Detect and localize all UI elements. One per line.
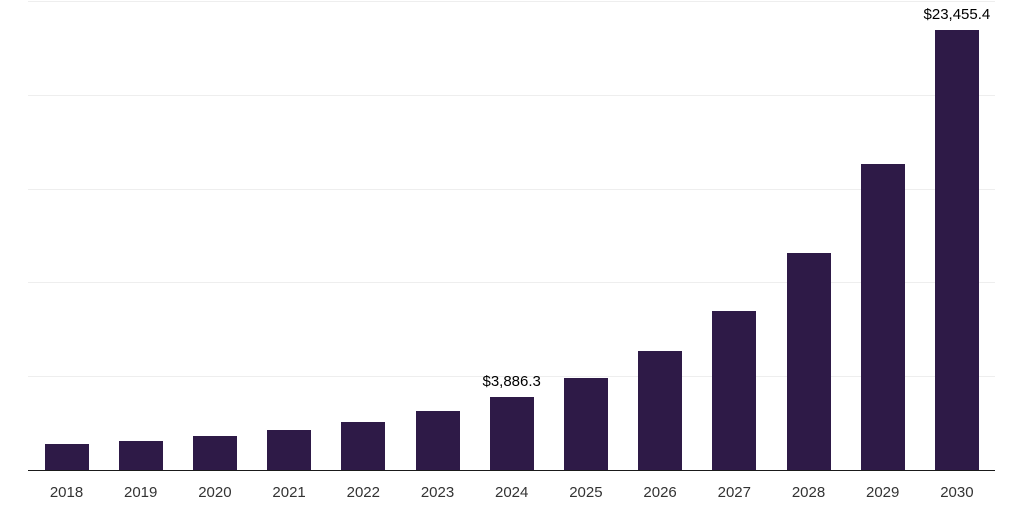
gridline bbox=[28, 94, 995, 96]
x-axis-label-2026: 2026 bbox=[643, 484, 677, 501]
x-axis-label-2023: 2023 bbox=[420, 484, 455, 501]
bar-2020 bbox=[192, 435, 237, 470]
data-label-2024: $3,886.3 bbox=[482, 373, 541, 391]
gridline bbox=[28, 188, 995, 190]
bar-2026 bbox=[638, 350, 683, 470]
x-axis-label-2018: 2018 bbox=[49, 484, 84, 501]
gridline bbox=[28, 1, 995, 3]
bar-2023 bbox=[415, 411, 460, 470]
x-axis-label-2022: 2022 bbox=[346, 484, 380, 501]
bar-2022 bbox=[341, 421, 386, 470]
bar-2029 bbox=[860, 164, 905, 470]
x-axis-label-2025: 2025 bbox=[569, 484, 603, 501]
x-axis-label-2030: 2030 bbox=[940, 484, 974, 501]
x-axis-label-2021: 2021 bbox=[272, 484, 306, 501]
bar-2025 bbox=[563, 378, 608, 470]
x-axis-label-2027: 2027 bbox=[717, 484, 751, 501]
bar-2030 bbox=[934, 30, 979, 470]
bar-2028 bbox=[786, 253, 831, 470]
data-label-2030: $23,455.4 bbox=[923, 6, 991, 23]
x-axis-label-2019: 2019 bbox=[124, 484, 158, 501]
bar-2021 bbox=[267, 429, 312, 470]
x-axis-line bbox=[28, 470, 995, 471]
gridline bbox=[28, 282, 995, 284]
x-axis-label-2020: 2020 bbox=[198, 484, 232, 501]
x-axis-label-2024: 2024 bbox=[495, 484, 529, 501]
x-axis-label-2028: 2028 bbox=[791, 484, 826, 501]
gridline bbox=[28, 376, 995, 378]
x-axis-label-2029: 2029 bbox=[866, 484, 900, 501]
bar-2019 bbox=[118, 440, 163, 470]
bar-2024 bbox=[489, 397, 534, 470]
bar-2027 bbox=[712, 311, 757, 470]
bar-2018 bbox=[44, 443, 89, 470]
